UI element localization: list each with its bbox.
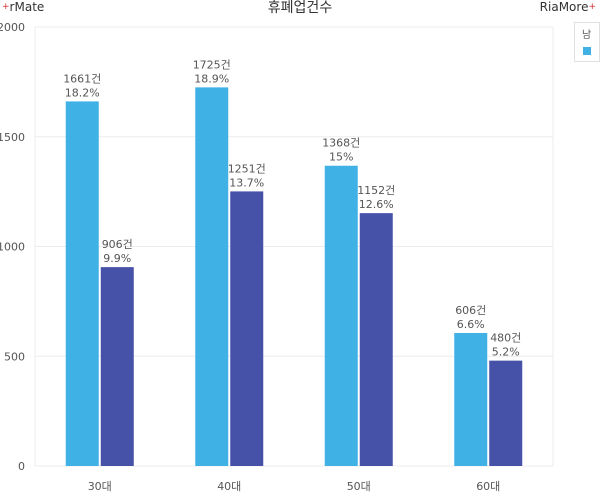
data-label-count: 906건 [102, 238, 133, 251]
brand-right-logo: RiaMore+ [540, 0, 596, 14]
bar-series-1[interactable] [454, 332, 488, 466]
data-label-count: 1152건 [357, 184, 395, 197]
legend: 남 [574, 22, 600, 62]
brand-right-plus: + [588, 2, 596, 12]
data-label-percent: 15% [329, 151, 353, 164]
data-label-count: 1251건 [228, 162, 266, 175]
brand-left-plus: + [2, 2, 10, 12]
bar-series-1[interactable] [65, 101, 99, 467]
x-tick-label: 30대 [88, 480, 112, 493]
data-label-percent: 13.7% [229, 176, 264, 189]
data-label-percent: 5.2% [492, 346, 520, 359]
y-tick-label: 500 [4, 350, 25, 363]
bar-series-2[interactable] [230, 191, 264, 466]
brand-left-logo: +rMate [2, 0, 44, 14]
bar-series-2[interactable] [489, 360, 523, 466]
legend-label-series-1: 남 [582, 30, 592, 41]
data-label-count: 1661건 [63, 72, 101, 85]
bar-series-2[interactable] [359, 213, 393, 466]
data-label-count: 1725건 [193, 58, 231, 71]
bar-series-2[interactable] [100, 267, 134, 466]
y-tick-label: 1500 [0, 131, 25, 144]
data-label-percent: 18.9% [194, 72, 229, 85]
chart-title: 휴폐업건수 [267, 0, 333, 16]
data-label-percent: 12.6% [359, 198, 394, 211]
bar-series-1[interactable] [195, 87, 229, 467]
data-label-count: 480건 [490, 332, 521, 345]
y-tick-label: 1000 [0, 241, 25, 254]
brand-left-text: rMate [9, 0, 45, 14]
bar-series-1[interactable] [324, 165, 358, 466]
brand-right-text: RiaMore [539, 0, 589, 14]
data-label-percent: 9.9% [103, 252, 131, 265]
legend-swatch-series-1[interactable] [583, 47, 591, 55]
data-label-count: 1368건 [322, 137, 360, 150]
x-tick-label: 50대 [347, 480, 371, 493]
y-tick-label: 0 [18, 460, 25, 473]
data-label-percent: 6.6% [457, 318, 485, 331]
x-tick-label: 60대 [476, 480, 500, 493]
y-tick-label: 2000 [0, 21, 25, 34]
data-label-percent: 18.2% [65, 86, 100, 99]
data-label-count: 606건 [455, 304, 486, 317]
x-tick-label: 40대 [217, 480, 241, 493]
